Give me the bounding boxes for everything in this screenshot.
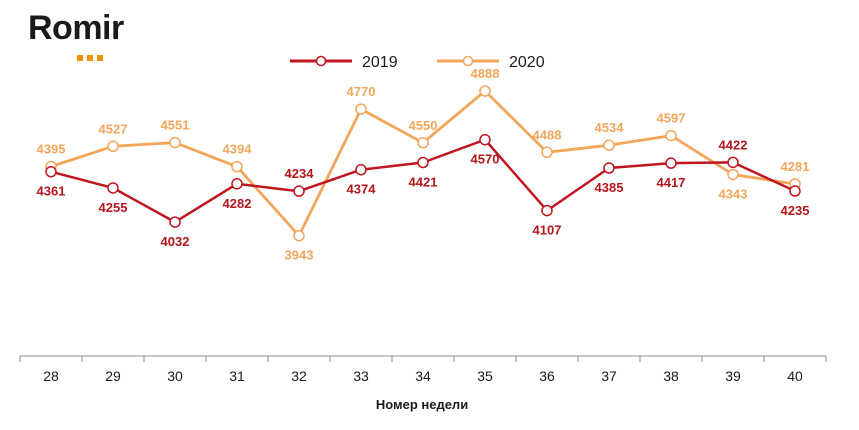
data-label-2019: 4255	[99, 200, 128, 215]
x-tick-label: 37	[601, 368, 617, 384]
legend-label: 2020	[509, 54, 545, 71]
data-label-2019: 4107	[533, 223, 562, 238]
data-label-2019: 4032	[161, 234, 190, 249]
data-point-2020	[603, 139, 615, 151]
data-point-2019	[479, 133, 491, 146]
data-point-2020	[231, 160, 243, 173]
data-point-2019	[107, 182, 119, 194]
x-tick-label: 38	[663, 368, 679, 384]
data-point-2020	[541, 146, 553, 159]
data-label-2019: 4421	[409, 175, 438, 190]
data-point-2020	[169, 136, 181, 149]
data-label-2019: 4234	[285, 166, 315, 181]
data-label-2020: 4395	[37, 142, 66, 157]
logo-text: Romir	[28, 9, 124, 47]
data-label-2020: 4534	[595, 120, 625, 135]
data-label-2019: 4570	[471, 152, 500, 167]
data-point-2019	[417, 156, 429, 169]
data-point-2019	[169, 216, 181, 228]
data-point-2019	[789, 185, 801, 197]
x-tick-label: 29	[105, 368, 121, 384]
data-point-2020	[417, 137, 429, 149]
data-label-2020: 4488	[533, 127, 562, 142]
data-point-2019	[541, 204, 553, 217]
x-tick-label: 40	[787, 368, 803, 384]
x-tick-label: 35	[477, 368, 493, 384]
data-point-2019	[355, 163, 367, 176]
data-point-2019	[665, 157, 677, 169]
data-label-2019: 4361	[37, 184, 66, 199]
romir-logo: Romir	[28, 8, 124, 61]
data-point-2019	[231, 178, 243, 190]
data-label-2020: 4343	[719, 186, 748, 201]
data-label-2020: 4394	[223, 142, 253, 157]
x-tick-label: 31	[229, 368, 245, 384]
legend-marker-2019	[315, 55, 327, 67]
logo-dots	[77, 48, 107, 66]
data-point-2020	[293, 229, 305, 242]
data-point-2019	[603, 162, 615, 174]
data-label-2020: 4527	[99, 121, 128, 136]
data-label-2020: 4281	[781, 159, 810, 174]
x-tick-label: 36	[539, 368, 555, 384]
data-point-2019	[45, 165, 57, 178]
data-label-2020: 4888	[471, 66, 500, 81]
data-label-2020: 3943	[285, 248, 314, 263]
data-label-2019: 4282	[223, 196, 252, 211]
data-label-2019: 4374	[347, 182, 377, 197]
x-tick-label: 28	[43, 368, 59, 384]
x-tick-label: 32	[291, 368, 307, 384]
data-label-2019: 4417	[657, 175, 686, 190]
x-axis-label: Номер недели	[376, 397, 468, 412]
data-point-2019	[293, 185, 305, 197]
data-point-2020	[355, 103, 367, 115]
data-label-2019: 4235	[781, 203, 810, 218]
data-label-2020: 4770	[347, 84, 376, 99]
data-label-2019: 4422	[719, 137, 748, 152]
data-point-2019	[727, 156, 739, 169]
data-label-2020: 4551	[161, 118, 190, 133]
data-point-2020	[665, 129, 677, 142]
legend-label: 2019	[362, 54, 398, 71]
x-tick-label: 34	[415, 368, 431, 384]
data-label-2020: 4597	[657, 111, 686, 126]
data-point-2020	[727, 168, 739, 181]
legend-marker-2020	[462, 55, 474, 67]
x-tick-label: 33	[353, 368, 369, 384]
x-tick-label: 39	[725, 368, 741, 384]
data-label-2019: 4385	[595, 180, 624, 195]
x-tick-label: 30	[167, 368, 183, 384]
data-point-2020	[479, 85, 491, 97]
data-label-2020: 4550	[409, 118, 438, 133]
data-point-2020	[107, 140, 119, 153]
